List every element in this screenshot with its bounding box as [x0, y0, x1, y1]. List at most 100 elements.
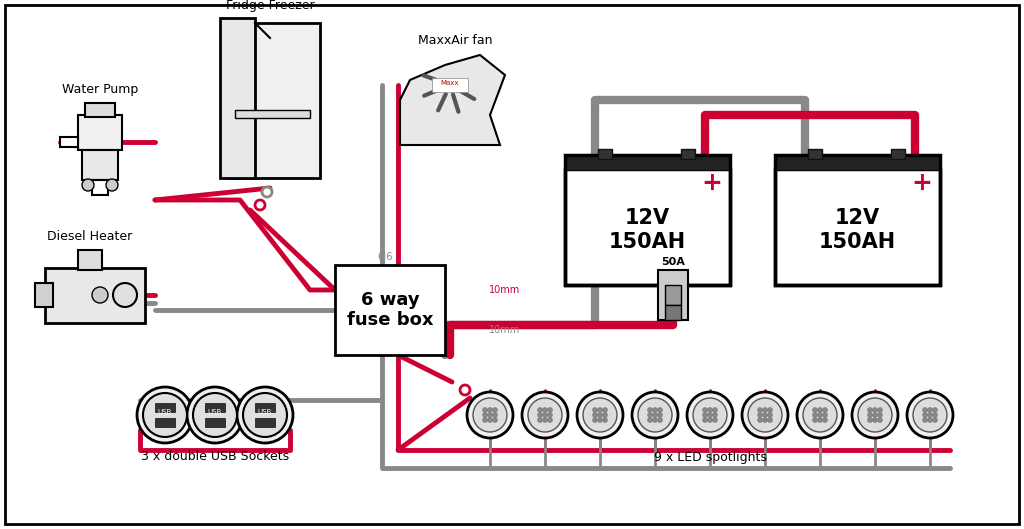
Text: 9 x LED spotlights: 9 x LED spotlights	[653, 451, 766, 463]
Bar	[255, 403, 275, 412]
Circle shape	[768, 413, 772, 417]
Bar	[205, 403, 225, 412]
Circle shape	[758, 407, 763, 413]
Circle shape	[708, 417, 713, 423]
Circle shape	[522, 392, 568, 438]
Bar	[565, 155, 730, 169]
Circle shape	[106, 179, 118, 191]
Circle shape	[243, 393, 287, 437]
Text: 12V
150AH: 12V 150AH	[819, 208, 896, 252]
Bar	[565, 155, 730, 285]
Bar	[775, 169, 940, 285]
Circle shape	[487, 413, 493, 417]
Circle shape	[548, 417, 553, 423]
Bar	[658, 270, 688, 320]
Circle shape	[652, 413, 657, 417]
Circle shape	[647, 407, 652, 413]
Circle shape	[652, 407, 657, 413]
Circle shape	[113, 283, 137, 307]
Circle shape	[913, 398, 947, 432]
Circle shape	[812, 407, 817, 413]
Bar	[665, 285, 681, 305]
Circle shape	[632, 392, 678, 438]
Circle shape	[638, 398, 672, 432]
Circle shape	[687, 392, 733, 438]
Circle shape	[493, 413, 498, 417]
Text: 6|6: 6|6	[377, 252, 393, 262]
Circle shape	[907, 392, 953, 438]
Text: Water Pump: Water Pump	[61, 84, 138, 96]
Circle shape	[817, 407, 822, 413]
Circle shape	[538, 407, 543, 413]
Circle shape	[923, 417, 928, 423]
Circle shape	[708, 407, 713, 413]
Circle shape	[858, 398, 892, 432]
Bar	[205, 418, 225, 427]
Circle shape	[768, 417, 772, 423]
Bar	[60, 137, 78, 147]
Circle shape	[763, 407, 768, 413]
Circle shape	[652, 417, 657, 423]
Circle shape	[602, 407, 607, 413]
Bar	[335, 265, 445, 355]
Circle shape	[143, 393, 187, 437]
Circle shape	[528, 398, 562, 432]
Circle shape	[193, 393, 237, 437]
Circle shape	[817, 413, 822, 417]
Circle shape	[187, 387, 243, 443]
Circle shape	[928, 407, 933, 413]
Circle shape	[713, 407, 718, 413]
Text: USB: USB	[158, 409, 172, 415]
Circle shape	[262, 187, 272, 197]
Circle shape	[702, 413, 708, 417]
Bar	[775, 155, 940, 285]
Bar	[155, 418, 175, 427]
Bar	[432, 78, 468, 92]
Circle shape	[803, 398, 837, 432]
Circle shape	[878, 407, 883, 413]
Circle shape	[822, 407, 827, 413]
Circle shape	[702, 407, 708, 413]
Text: 3 x double USB Sockets: 3 x double USB Sockets	[141, 451, 289, 463]
Circle shape	[797, 392, 843, 438]
Circle shape	[822, 413, 827, 417]
Text: Fridge Freezer: Fridge Freezer	[225, 0, 314, 12]
Text: MaxxAir fan: MaxxAir fan	[418, 33, 493, 47]
Bar	[78, 115, 122, 150]
Circle shape	[82, 179, 94, 191]
Circle shape	[548, 413, 553, 417]
Circle shape	[593, 407, 597, 413]
Bar	[255, 418, 275, 427]
Text: 10mm: 10mm	[489, 325, 520, 335]
Circle shape	[923, 407, 928, 413]
Circle shape	[593, 417, 597, 423]
Circle shape	[538, 413, 543, 417]
Bar	[230, 23, 319, 178]
Text: 12V
150AH: 12V 150AH	[609, 208, 686, 252]
Circle shape	[657, 407, 663, 413]
Text: 6 way
fuse box: 6 way fuse box	[347, 290, 433, 330]
Bar	[681, 149, 694, 159]
Text: +: +	[911, 171, 933, 195]
Bar	[891, 149, 905, 159]
Bar	[45, 268, 145, 323]
Circle shape	[822, 417, 827, 423]
Circle shape	[713, 417, 718, 423]
Circle shape	[597, 413, 602, 417]
Bar	[85, 103, 115, 117]
Circle shape	[933, 407, 938, 413]
Bar	[92, 180, 108, 195]
Circle shape	[812, 413, 817, 417]
Circle shape	[933, 413, 938, 417]
Circle shape	[543, 407, 548, 413]
Bar	[35, 283, 53, 307]
Circle shape	[92, 287, 108, 303]
Circle shape	[593, 413, 597, 417]
Circle shape	[928, 413, 933, 417]
Circle shape	[473, 398, 507, 432]
Circle shape	[878, 417, 883, 423]
Circle shape	[867, 413, 872, 417]
Circle shape	[763, 417, 768, 423]
Bar	[82, 150, 118, 180]
Circle shape	[713, 413, 718, 417]
